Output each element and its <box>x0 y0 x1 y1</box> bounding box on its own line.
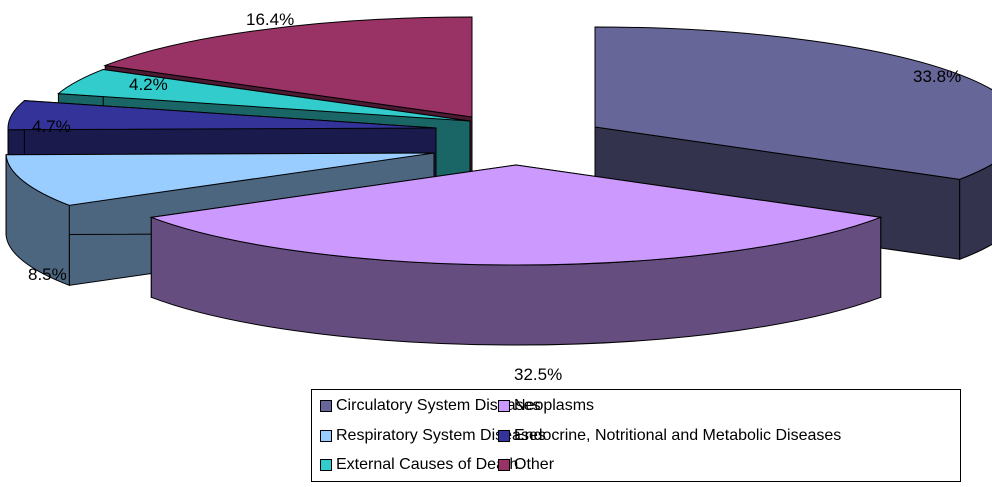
legend-swatch-respiratory <box>320 430 332 442</box>
pie-slice-other-top <box>103 16 473 118</box>
pie-slice-respiratory-top <box>5 152 435 206</box>
data-label-external-causes: 4.2% <box>129 75 168 94</box>
data-label-neoplasms: 32.5% <box>514 365 562 384</box>
pie-slice-circulatory-top <box>594 26 992 180</box>
legend-label-external-causes: External Causes of Death <box>336 456 519 473</box>
legend-swatch-other <box>498 459 510 471</box>
legend-swatch-endocrine <box>498 430 510 442</box>
data-label-endocrine: 4.7% <box>32 117 71 136</box>
legend-swatch-external-causes <box>320 459 332 471</box>
pie-slice-external-causes-top <box>57 68 471 122</box>
legend-swatch-neoplasms <box>498 400 510 412</box>
legend-item-neoplasms: Neoplasms <box>498 395 594 417</box>
legend-item-external-causes: External Causes of Death <box>320 454 518 476</box>
legend-item-respiratory: Respiratory System Diseases <box>320 425 546 447</box>
legend-item-endocrine: Endocrine, Notritional and Metabolic Dis… <box>498 425 841 447</box>
data-label-other: 16.4% <box>246 10 294 29</box>
chart-legend: Circulatory System Diseases Neoplasms Resp… <box>311 389 961 482</box>
legend-label-respiratory: Respiratory System Diseases <box>336 427 546 444</box>
legend-label-neoplasms: Neoplasms <box>514 397 595 414</box>
legend-label-other: Other <box>514 456 555 473</box>
legend-item-other: Other <box>498 454 554 476</box>
pie-slice-neoplasms-top <box>151 164 881 266</box>
legend-label-endocrine: Endocrine, Notritional and Metabolic Dis… <box>514 427 842 444</box>
pie-slice-endocrine-top <box>7 100 437 131</box>
legend-swatch-circulatory <box>320 400 332 412</box>
pie-slice-neoplasms <box>150 164 882 346</box>
pie-slice-circulatory-wall <box>959 163 992 261</box>
legend-item-circulatory: Circulatory System Diseases <box>320 395 541 417</box>
legend-label-circulatory: Circulatory System Diseases <box>336 397 541 414</box>
data-label-circulatory: 33.8% <box>913 67 961 86</box>
data-label-respiratory: 8.5% <box>28 265 67 284</box>
